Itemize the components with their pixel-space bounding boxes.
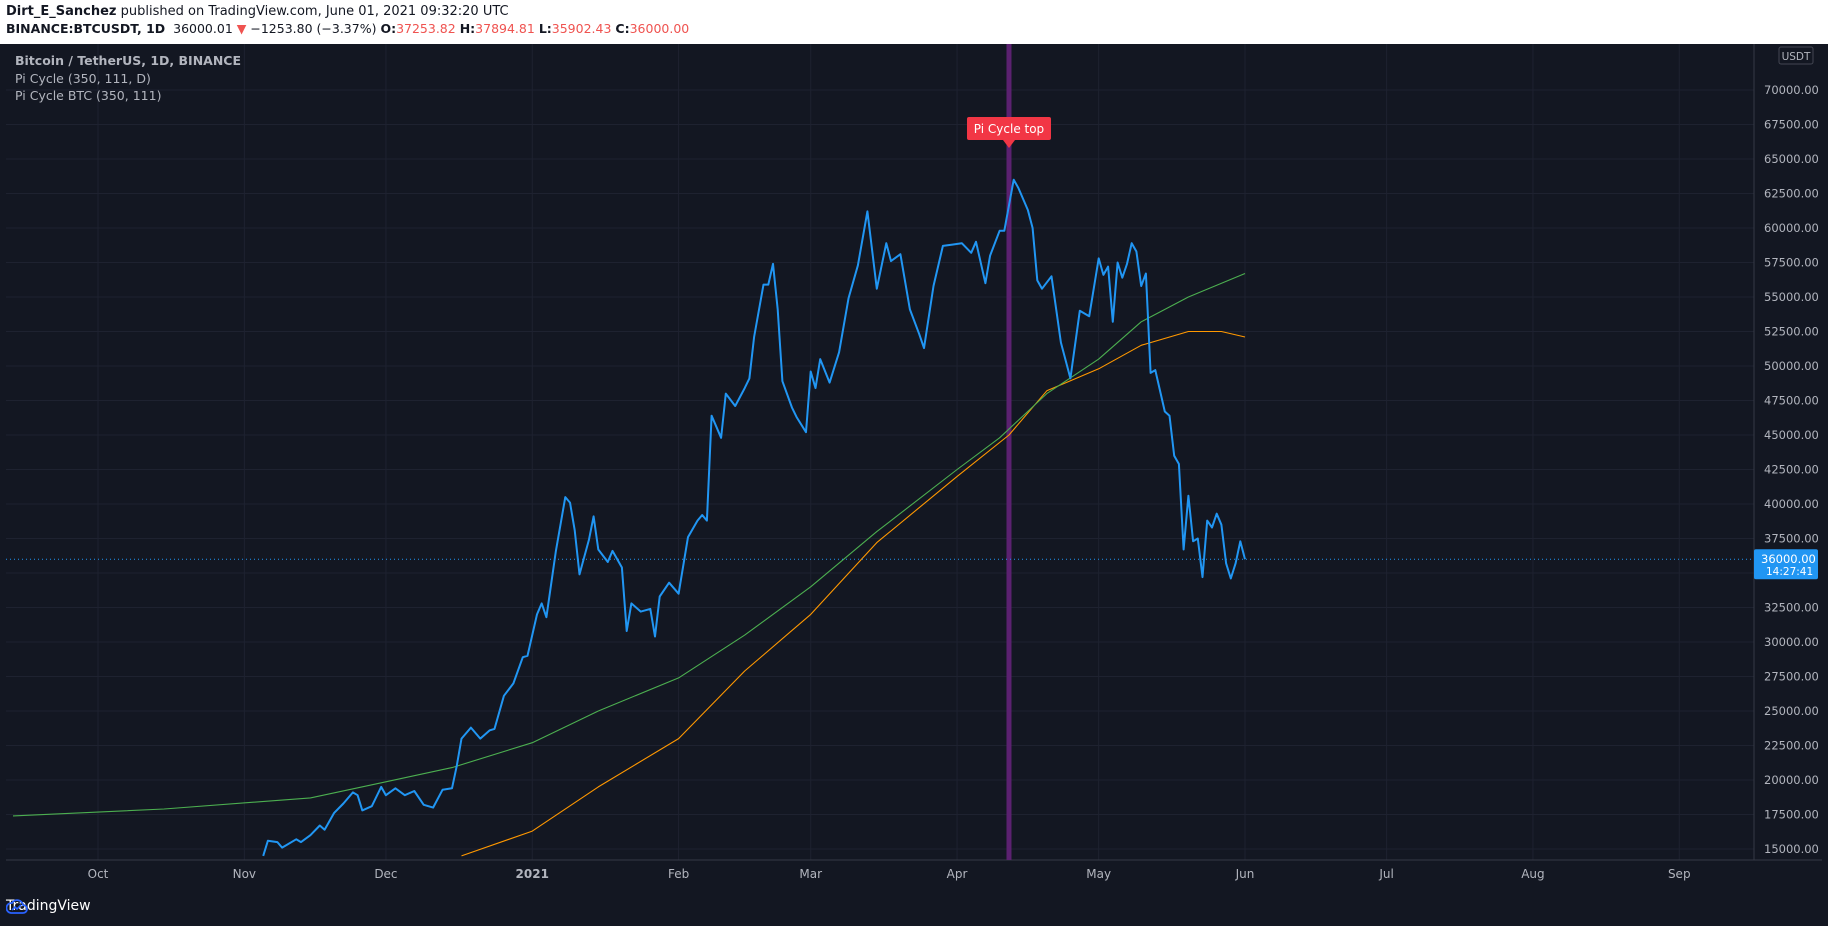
author-name[interactable]: Dirt_E_Sanchez: [6, 4, 117, 19]
legend-main-series[interactable]: Bitcoin / TetherUS, 1D, BINANCE: [15, 53, 242, 68]
y-tick-label: 52500.00: [1764, 325, 1819, 339]
chart-background: [6, 44, 1822, 860]
x-tick-label: Jun: [1235, 867, 1255, 881]
y-tick-label: 57500.00: [1764, 256, 1819, 270]
quote-line: BINANCE:BTCUSDT, 1D 36000.01 ▼ −1253.80 …: [6, 21, 689, 36]
chart-legend: Bitcoin / TetherUS, 1D, BINANCE Pi Cycle…: [15, 52, 241, 105]
publish-info: published on TradingView.com, June 01, 2…: [116, 4, 509, 19]
down-arrow-icon: ▼: [236, 21, 247, 36]
legend-pi-cycle-btc[interactable]: Pi Cycle BTC (350, 111): [15, 88, 162, 103]
x-tick-label: May: [1086, 867, 1111, 881]
y-tick-label: 17500.00: [1764, 808, 1819, 822]
last-price-tag-bg: [1754, 549, 1818, 580]
open-value: 37253.82: [396, 21, 456, 36]
x-tick-label: Oct: [88, 867, 109, 881]
symbol-label: BINANCE:BTCUSDT, 1D: [6, 21, 166, 36]
y-tick-label: 40000.00: [1764, 497, 1819, 511]
high-value: 37894.81: [475, 21, 535, 36]
y-tick-label: 22500.00: [1764, 739, 1819, 753]
legend-pi-cycle[interactable]: Pi Cycle (350, 111, D): [15, 70, 151, 86]
low-label: L:: [538, 21, 552, 36]
tradingview-cloud-icon: [6, 899, 28, 914]
grid-lines: [6, 44, 1754, 860]
y-tick-label: 62500.00: [1764, 187, 1819, 201]
marker-pointer: [1002, 140, 1015, 148]
y-tick-label: 50000.00: [1764, 359, 1819, 373]
pi-cycle-signal-band: [1006, 44, 1012, 860]
low-value: 35902.43: [551, 21, 612, 36]
y-tick-label: 47500.00: [1764, 394, 1819, 408]
price-line: [262, 178, 1246, 857]
x-tick-label: Apr: [947, 867, 968, 881]
pi-cycle-sma-350x2-line: [12, 272, 1246, 817]
x-tick-label: Sep: [1668, 867, 1691, 881]
series-group: [12, 178, 1246, 857]
y-tick-label: 55000.00: [1764, 290, 1819, 304]
price-chart[interactable]: 15000.00 17500.00 20000.00 22500.00 25000.00…: [0, 0, 1828, 890]
currency-label-text: USDT: [1782, 51, 1811, 63]
x-tick-label: Nov: [233, 867, 256, 881]
y-tick-label: 25000.00: [1764, 704, 1819, 718]
y-tick-label: 65000.00: [1764, 152, 1819, 166]
y-tick-label: 37500.00: [1764, 532, 1819, 546]
y-tick-label: 27500.00: [1764, 670, 1819, 684]
publish-header: [0, 0, 1828, 44]
y-tick-label: 67500.00: [1764, 118, 1819, 132]
x-tick-label: Feb: [668, 867, 689, 881]
currency-label: USDT: [1778, 46, 1814, 65]
marker-label: Pi Cycle top: [974, 122, 1044, 136]
y-tick-label: 15000.00: [1764, 842, 1819, 856]
currency-label-box: [1778, 46, 1814, 65]
x-tick-label: Mar: [799, 867, 822, 881]
pi-cycle-sma-111-line: [461, 330, 1246, 857]
y-tick-label: 20000.00: [1764, 773, 1819, 787]
y-tick-label: 30000.00: [1764, 635, 1819, 649]
y-tick-label: 42500.00: [1764, 463, 1819, 477]
open-label: O:: [380, 21, 397, 36]
close-value: 36000.00: [629, 21, 690, 36]
pi-cycle-top-marker: Pi Cycle top: [966, 117, 1051, 148]
y-tick-label: 70000.00: [1764, 83, 1819, 97]
footer-bar: [0, 890, 1828, 926]
last-price-tag-countdown: 14:27:41: [1766, 566, 1813, 578]
price-change: −1253.80 (−3.37%): [250, 21, 377, 36]
y-tick-label: 60000.00: [1764, 221, 1819, 235]
marker-box: [966, 117, 1051, 140]
y-tick-label: 32500.00: [1764, 601, 1819, 615]
close-label: C:: [615, 21, 630, 36]
last-price: 36000.01: [173, 21, 233, 36]
tradingview-logo[interactable]: TradingView: [6, 898, 91, 914]
last-price-tag-value: 36000.00: [1761, 552, 1816, 566]
high-label: H:: [459, 21, 476, 36]
x-tick-label: 2021: [516, 867, 549, 881]
y-tick-label: 45000.00: [1764, 428, 1819, 442]
x-tick-label: Dec: [374, 867, 397, 881]
x-tick-label: Jul: [1378, 867, 1393, 881]
x-tick-label: Aug: [1521, 867, 1544, 881]
publish-line: Dirt_E_Sanchez published on TradingView.…: [6, 4, 509, 19]
